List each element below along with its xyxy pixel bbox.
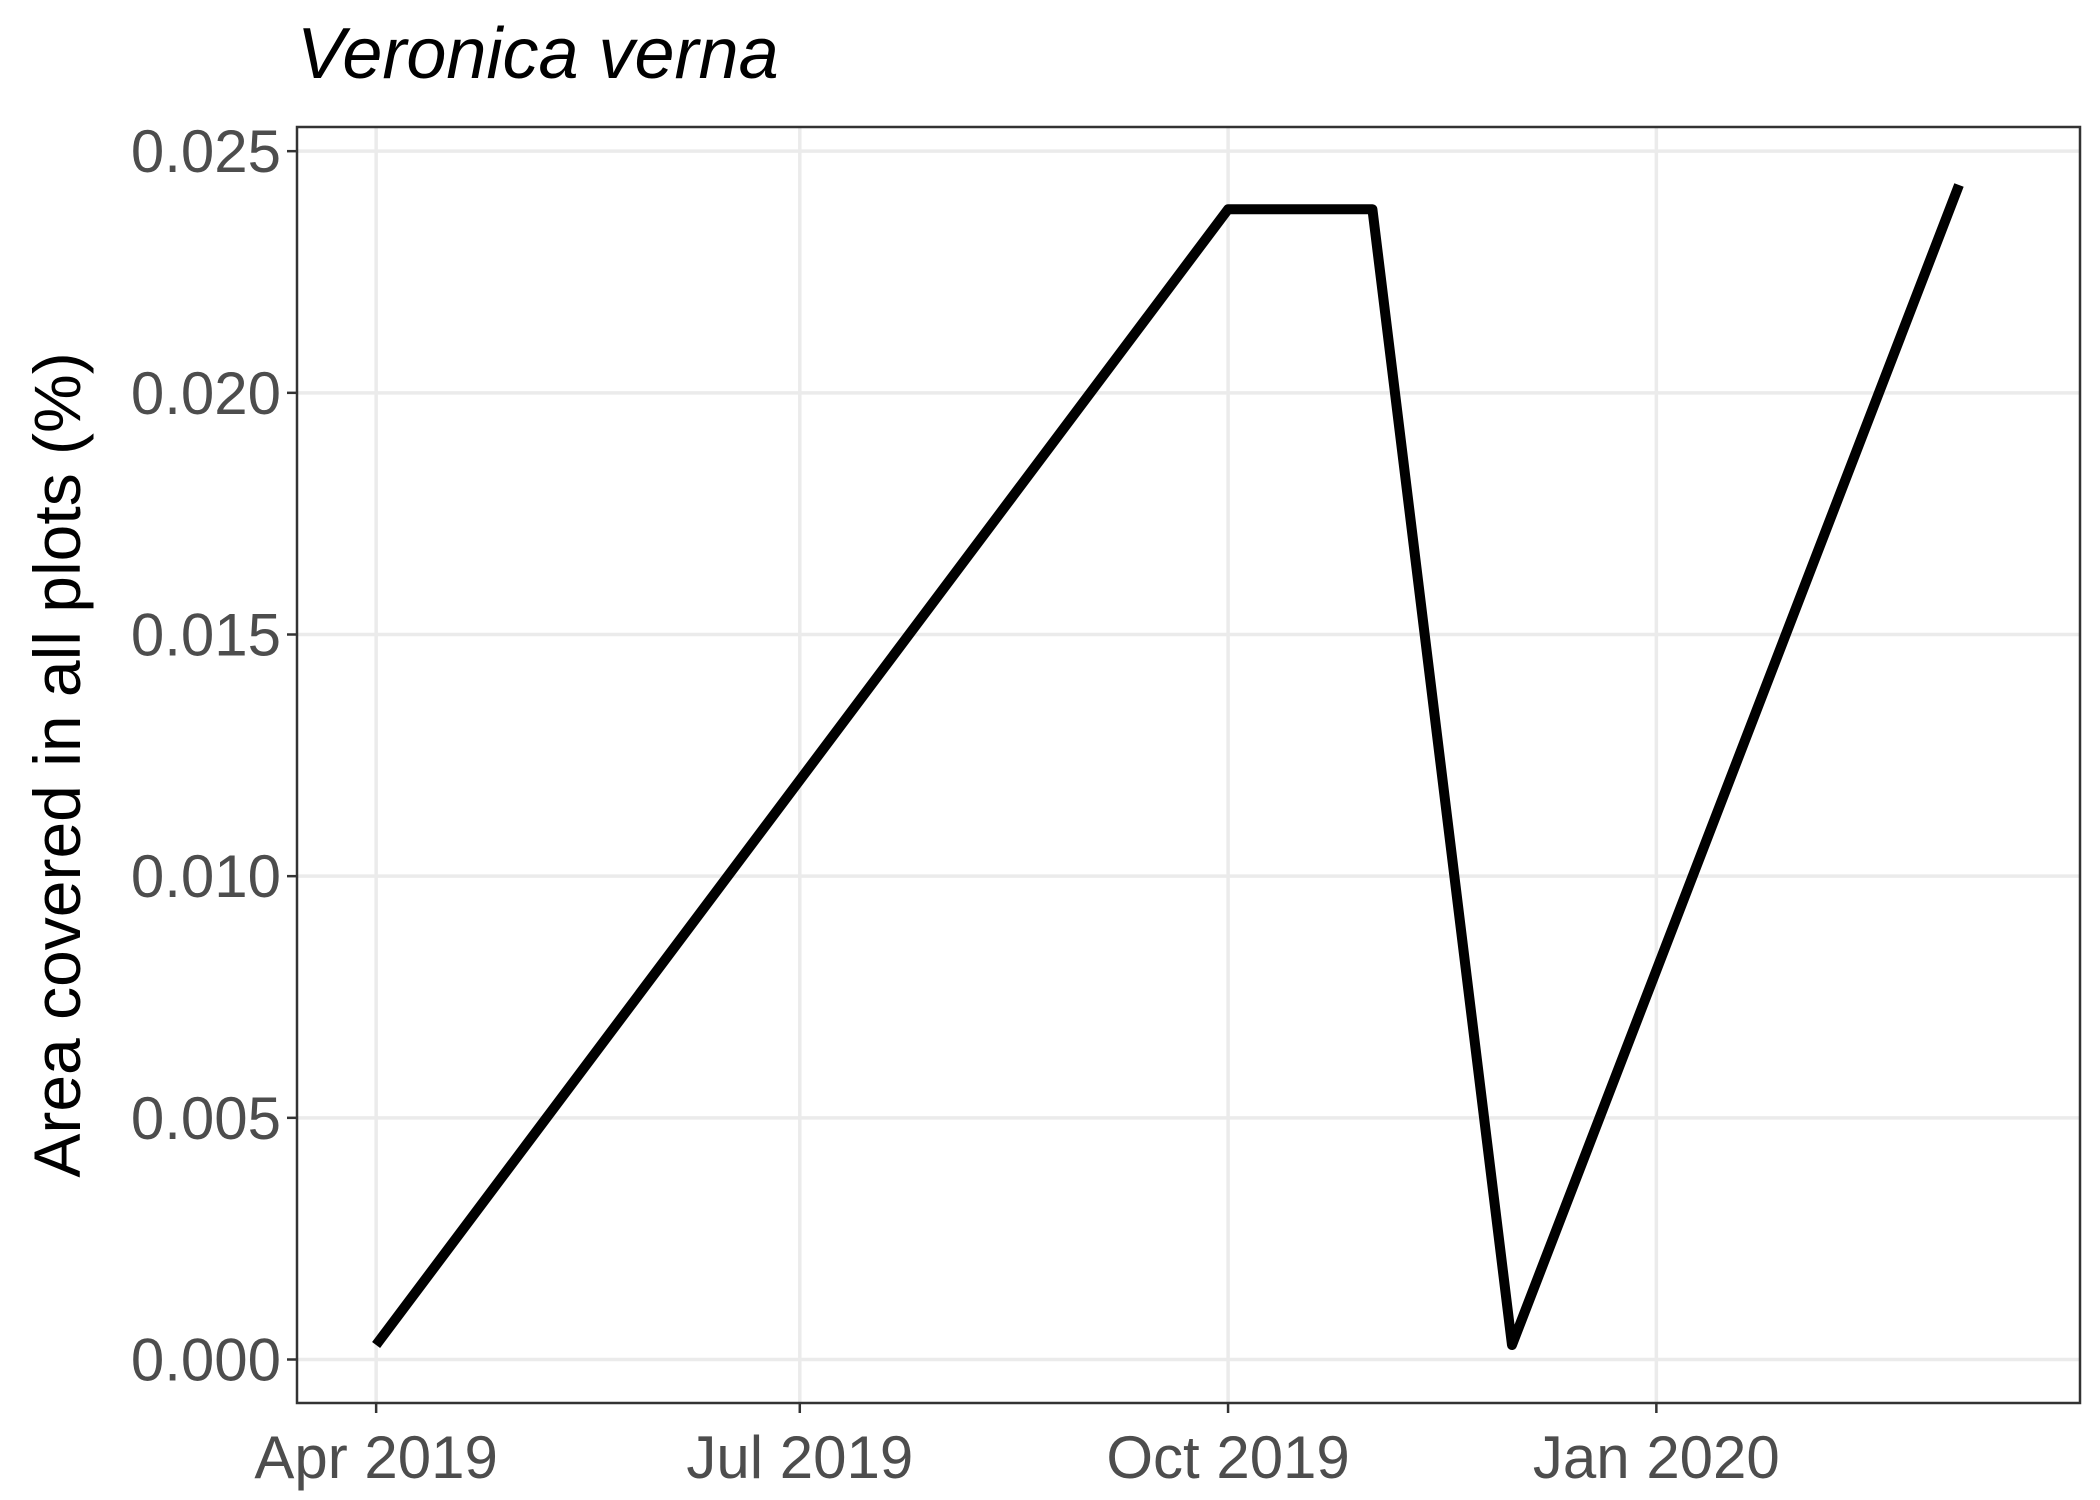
plot-panel-border [295, 125, 2082, 1405]
series-layer [372, 183, 1964, 1350]
grid [297, 127, 2080, 1403]
y-tick-label: 0.005 [131, 1085, 281, 1152]
y-axis: 0.000 0.005 0.010 0.015 0.020 0.025 [131, 118, 297, 1394]
x-tick-label: Oct 2019 [1106, 1424, 1350, 1491]
x-tick-label: Jul 2019 [686, 1424, 913, 1491]
y-tick-label: 0.020 [131, 360, 281, 427]
x-axis: Apr 2019 Jul 2019 Oct 2019 Jan 2020 [254, 1403, 1780, 1491]
series-line [372, 183, 1964, 1350]
y-tick-label: 0.025 [131, 118, 281, 185]
y-axis-label: Area covered in all plots (%) [20, 352, 94, 1177]
y-tick-label: 0.010 [131, 843, 281, 910]
x-tick-label: Jan 2020 [1533, 1424, 1780, 1491]
chart-title: Veronica verna [297, 14, 779, 94]
y-tick-label: 0.015 [131, 602, 281, 669]
y-tick-label: 0.000 [131, 1327, 281, 1394]
x-tick-label: Apr 2019 [254, 1424, 498, 1491]
